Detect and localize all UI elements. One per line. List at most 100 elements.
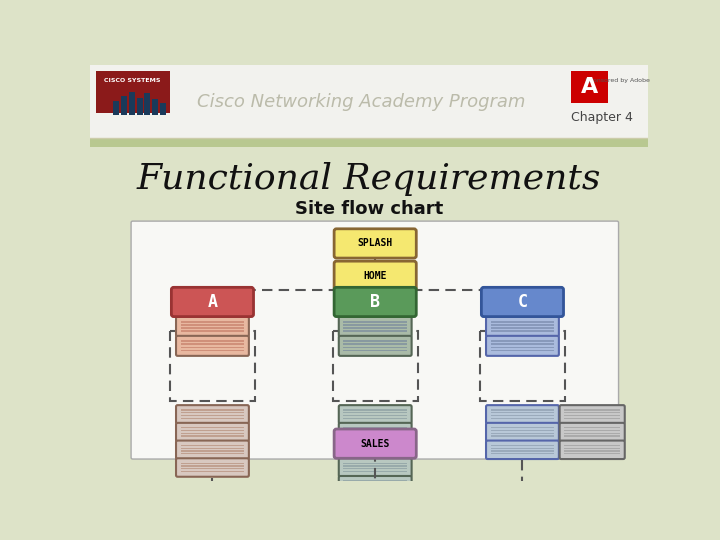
Bar <box>113 101 120 115</box>
Bar <box>490 453 554 455</box>
Bar <box>181 465 244 467</box>
Text: Sponsored by Adobe: Sponsored by Adobe <box>585 78 649 83</box>
FancyBboxPatch shape <box>339 405 412 423</box>
Bar <box>490 347 554 348</box>
Bar <box>181 340 244 342</box>
Bar <box>343 409 407 411</box>
Bar <box>564 453 620 455</box>
Bar <box>564 445 620 446</box>
Bar <box>564 415 620 416</box>
Bar <box>343 445 407 446</box>
Bar <box>564 450 620 451</box>
Bar <box>343 480 407 482</box>
FancyBboxPatch shape <box>486 405 559 423</box>
FancyBboxPatch shape <box>559 441 625 459</box>
FancyBboxPatch shape <box>559 405 625 423</box>
Bar <box>490 430 554 431</box>
Bar <box>564 427 620 428</box>
Bar <box>90 65 648 138</box>
Bar <box>343 448 407 449</box>
Bar <box>343 450 407 451</box>
Text: SPLASH: SPLASH <box>358 239 393 248</box>
FancyBboxPatch shape <box>339 458 412 477</box>
FancyBboxPatch shape <box>482 287 564 316</box>
Text: CISCO SYSTEMS: CISCO SYSTEMS <box>104 78 161 83</box>
FancyBboxPatch shape <box>486 316 559 336</box>
Bar <box>181 435 244 437</box>
Bar <box>490 448 554 449</box>
Bar <box>570 71 608 103</box>
Text: B: B <box>370 293 380 311</box>
Bar <box>144 93 150 115</box>
FancyBboxPatch shape <box>171 287 253 316</box>
Bar <box>343 418 407 419</box>
Bar <box>181 409 244 411</box>
Text: SALES: SALES <box>361 438 390 449</box>
Bar <box>564 418 620 419</box>
Bar <box>181 453 244 455</box>
Bar <box>343 486 407 487</box>
Bar <box>490 330 554 332</box>
Bar <box>343 453 407 455</box>
FancyBboxPatch shape <box>559 423 625 441</box>
Bar <box>343 463 407 464</box>
FancyBboxPatch shape <box>176 316 249 336</box>
Bar <box>343 471 407 472</box>
Bar <box>343 347 407 348</box>
Bar <box>343 343 407 345</box>
Bar <box>90 147 648 481</box>
Bar <box>343 321 407 322</box>
Bar <box>170 331 255 401</box>
Bar <box>343 327 407 329</box>
FancyBboxPatch shape <box>176 441 249 459</box>
Text: C: C <box>518 293 528 311</box>
Bar <box>490 427 554 428</box>
Bar <box>490 445 554 446</box>
Bar <box>343 412 407 414</box>
Text: A: A <box>207 293 217 311</box>
Bar <box>343 349 407 351</box>
Bar <box>181 427 244 428</box>
FancyBboxPatch shape <box>486 336 559 356</box>
FancyBboxPatch shape <box>334 429 416 458</box>
Bar <box>490 324 554 326</box>
Bar <box>490 415 554 416</box>
Bar <box>490 321 554 322</box>
Bar <box>343 468 407 469</box>
Bar <box>121 96 127 115</box>
Bar <box>137 98 143 115</box>
Bar <box>160 103 166 115</box>
Bar <box>564 433 620 434</box>
Bar <box>181 327 244 329</box>
FancyBboxPatch shape <box>339 316 412 336</box>
Bar <box>343 489 407 490</box>
Bar <box>181 430 244 431</box>
Bar <box>564 409 620 411</box>
Bar <box>490 327 554 329</box>
FancyBboxPatch shape <box>339 476 412 495</box>
Bar <box>490 409 554 411</box>
Text: Chapter 4: Chapter 4 <box>571 111 632 124</box>
Text: Cisco Networking Academy Program: Cisco Networking Academy Program <box>197 93 526 111</box>
Bar <box>181 418 244 419</box>
FancyBboxPatch shape <box>334 229 416 258</box>
Bar <box>181 448 244 449</box>
Bar <box>90 138 648 147</box>
Bar <box>96 71 170 113</box>
Bar <box>181 450 244 451</box>
Text: Site flow chart: Site flow chart <box>295 200 443 218</box>
Bar <box>181 471 244 472</box>
Text: Functional Requirements: Functional Requirements <box>137 162 601 196</box>
Bar <box>343 465 407 467</box>
FancyBboxPatch shape <box>339 336 412 356</box>
FancyBboxPatch shape <box>176 458 249 477</box>
Bar <box>333 331 418 401</box>
FancyBboxPatch shape <box>486 423 559 441</box>
Text: A: A <box>580 77 598 97</box>
Bar <box>490 418 554 419</box>
Bar <box>181 343 244 345</box>
Bar <box>490 349 554 351</box>
Bar <box>564 448 620 449</box>
Bar <box>181 347 244 348</box>
FancyBboxPatch shape <box>176 405 249 423</box>
